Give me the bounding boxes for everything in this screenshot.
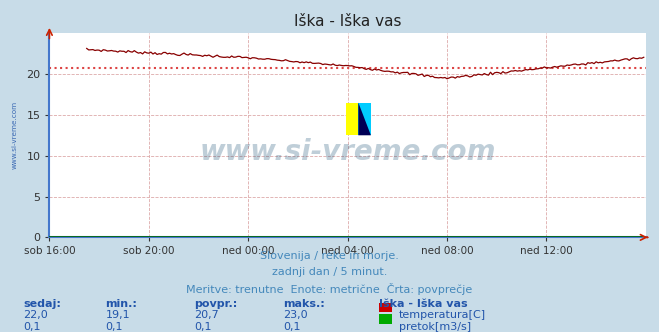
Text: 0,1: 0,1 [105,322,123,332]
Text: 19,1: 19,1 [105,310,130,320]
Bar [346,103,358,135]
Text: maks.:: maks.: [283,299,325,309]
Text: povpr.:: povpr.: [194,299,238,309]
Text: Meritve: trenutne  Enote: metrične  Črta: povprečje: Meritve: trenutne Enote: metrične Črta: … [186,283,473,295]
Text: 20,7: 20,7 [194,310,219,320]
Text: Slovenija / reke in morje.: Slovenija / reke in morje. [260,251,399,261]
Text: sedaj:: sedaj: [23,299,61,309]
Title: Iška - Iška vas: Iška - Iška vas [294,14,401,29]
Text: 0,1: 0,1 [23,322,41,332]
Text: 0,1: 0,1 [194,322,212,332]
Text: www.si-vreme.com: www.si-vreme.com [12,101,18,169]
Text: 22,0: 22,0 [23,310,48,320]
Text: www.si-vreme.com: www.si-vreme.com [200,138,496,166]
Text: Iška - Iška vas: Iška - Iška vas [379,299,467,309]
Bar [358,103,371,135]
Text: min.:: min.: [105,299,137,309]
Text: pretok[m3/s]: pretok[m3/s] [399,322,471,332]
Polygon shape [358,103,371,135]
Text: 0,1: 0,1 [283,322,301,332]
Text: temperatura[C]: temperatura[C] [399,310,486,320]
Text: 23,0: 23,0 [283,310,308,320]
Text: zadnji dan / 5 minut.: zadnji dan / 5 minut. [272,267,387,277]
